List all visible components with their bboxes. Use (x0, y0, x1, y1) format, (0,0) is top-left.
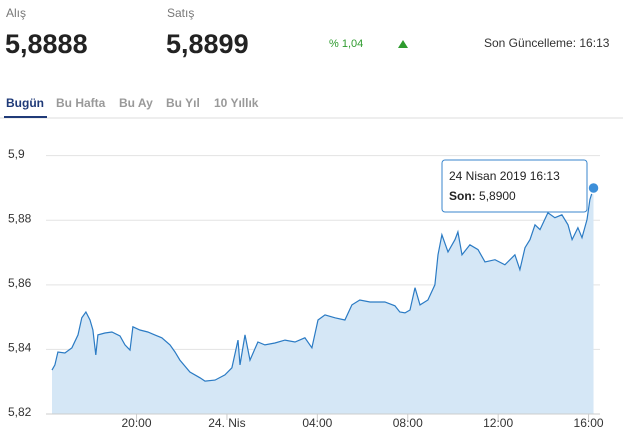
x-tick-label: 16:00 (574, 416, 604, 430)
y-tick-label: 5,84 (8, 341, 32, 355)
y-tick-label: 5,88 (8, 211, 32, 225)
change: % 1,04 (329, 38, 363, 50)
x-tick-label: 08:00 (393, 416, 423, 430)
updated: Son Güncelleme: 16:13 (484, 36, 610, 50)
x-tick-label: 20:00 (122, 416, 152, 430)
tooltip: 24 Nisan 2019 16:13 Son: 5,8900 (441, 159, 588, 213)
tab[interactable]: 10 Yıllık (214, 96, 259, 110)
tab[interactable]: Bu Yıl (166, 96, 200, 110)
x-tick-label: 24. Nis (208, 416, 245, 430)
tab[interactable]: Bu Hafta (56, 96, 106, 110)
y-tick-label: 5,9 (8, 147, 25, 161)
x-tick-label: 12:00 (483, 416, 513, 430)
area (52, 188, 594, 414)
tooltip-box (441, 159, 588, 213)
buy-value: 5,8888 (5, 29, 88, 59)
tab[interactable]: Bugün (6, 96, 44, 110)
y-tick-label: 5,82 (8, 405, 32, 419)
tab[interactable]: Bu Ay (119, 96, 153, 110)
x-tick-label: 04:00 (302, 416, 332, 430)
buy-label: Alış (6, 6, 26, 20)
tooltip-number: 5,8900 (479, 189, 516, 203)
tooltip-date: 24 Nisan 2019 16:13 (449, 169, 560, 183)
line (51, 187, 595, 382)
sell-label: Satış (167, 6, 194, 20)
up-arrow (398, 40, 408, 48)
sell-value: 5,8899 (166, 29, 249, 59)
tooltip-label: Son: (449, 189, 476, 203)
last-point (587, 181, 600, 195)
tooltip-value: Son: 5,8900 (449, 189, 516, 203)
y-tick-label: 5,86 (8, 276, 32, 290)
